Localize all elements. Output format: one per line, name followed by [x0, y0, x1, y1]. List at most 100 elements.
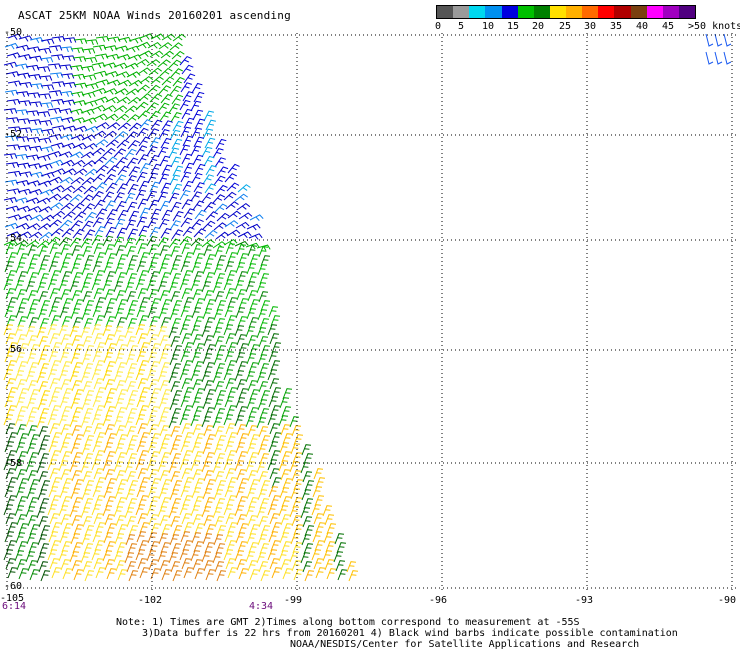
wind-barb [190, 145, 202, 157]
wind-barb [50, 99, 65, 105]
wind-barb [60, 116, 75, 124]
wind-barb [14, 460, 25, 472]
wind-barb [183, 432, 194, 444]
wind-barb [161, 479, 172, 491]
wind-speed-color-scale [436, 5, 696, 19]
wind-barb [72, 362, 83, 374]
wind-barb [224, 396, 235, 408]
wind-barb [28, 452, 39, 464]
wind-barb [84, 570, 95, 582]
wind-barb [83, 56, 98, 63]
wind-barb [214, 246, 225, 258]
wind-barb [179, 189, 191, 201]
wind-barb [50, 540, 61, 552]
wind-barb [248, 407, 259, 419]
wind-barb [7, 567, 18, 579]
wind-barb [333, 551, 344, 563]
wind-barb [3, 414, 14, 426]
wind-barb [113, 461, 124, 473]
wind-barb [202, 398, 213, 410]
wind-barb [124, 552, 135, 564]
wind-barb [280, 559, 291, 571]
wind-barb [215, 231, 229, 240]
wind-barb [304, 480, 315, 492]
scale-swatch [614, 6, 631, 18]
wind-barb [201, 416, 212, 428]
wind-barb [136, 531, 147, 543]
wind-barb [62, 388, 73, 400]
wind-barb [238, 433, 249, 445]
wind-barb [80, 327, 91, 339]
scale-label: 45 [662, 21, 675, 32]
wind-barb [224, 351, 235, 363]
wind-barb [135, 414, 146, 426]
wind-barb [204, 137, 216, 149]
wind-barb [148, 379, 159, 391]
wind-barb [26, 263, 37, 275]
wind-barb [126, 471, 137, 483]
note-line-2: 3)Data buffer is 22 hrs from 20160201 4)… [142, 628, 678, 639]
wind-barb [73, 389, 84, 401]
wind-barb [4, 531, 15, 543]
wind-barb [18, 433, 29, 445]
wind-barb [256, 244, 271, 251]
wind-barb [148, 199, 159, 211]
wind-barb [157, 281, 168, 293]
wind-barb [92, 44, 107, 51]
wind-barb [4, 42, 19, 50]
wind-barb [105, 182, 118, 193]
wind-barb [260, 390, 271, 402]
wind-barb [105, 541, 116, 553]
wind-barb [28, 188, 43, 196]
wind-barb [15, 136, 30, 143]
wind-barb [39, 57, 54, 63]
wind-barb [126, 516, 137, 528]
wind-barb [16, 334, 27, 346]
wind-barb [267, 414, 278, 426]
lat-label: -58 [4, 458, 23, 469]
wind-barb [190, 550, 201, 562]
wind-barb [51, 36, 66, 42]
wind-barb [290, 488, 301, 500]
wind-barb [25, 551, 36, 563]
wind-barb [91, 147, 105, 156]
wind-barb [161, 389, 172, 401]
wind-barb [171, 408, 182, 420]
wind-barb [61, 361, 72, 373]
wind-barb [157, 506, 168, 518]
wind-barb [146, 325, 157, 337]
wind-barb [203, 515, 214, 527]
wind-barb [80, 372, 91, 384]
wind-barb [103, 262, 114, 274]
wind-barb [58, 415, 69, 427]
wind-barb [15, 180, 30, 187]
wind-barb [159, 560, 170, 572]
wind-barb [116, 452, 127, 464]
wind-barb [114, 174, 127, 185]
wind-barb [234, 550, 245, 562]
wind-barb [49, 423, 60, 435]
wind-barb [148, 559, 159, 571]
wind-barb [27, 515, 38, 527]
wind-barb [301, 489, 312, 501]
wind-barb [72, 407, 83, 419]
wind-barb [61, 541, 72, 553]
wind-barb [161, 524, 172, 536]
wind-barb [180, 486, 191, 498]
wind-barb [260, 300, 271, 312]
wind-barb [269, 513, 280, 525]
wind-barb [336, 542, 347, 554]
wind-barb [127, 453, 138, 465]
wind-barb [315, 567, 326, 579]
wind-barb [62, 125, 77, 132]
wind-barb [50, 315, 61, 327]
wind-barb [172, 525, 183, 537]
wind-barb [147, 307, 158, 319]
scale-swatch [646, 6, 663, 18]
wind-barb [236, 202, 251, 211]
wind-barb [70, 176, 85, 185]
wind-barb [172, 390, 183, 402]
wind-barb [259, 273, 270, 285]
wind-barb [84, 435, 95, 447]
wind-barb [135, 324, 146, 336]
